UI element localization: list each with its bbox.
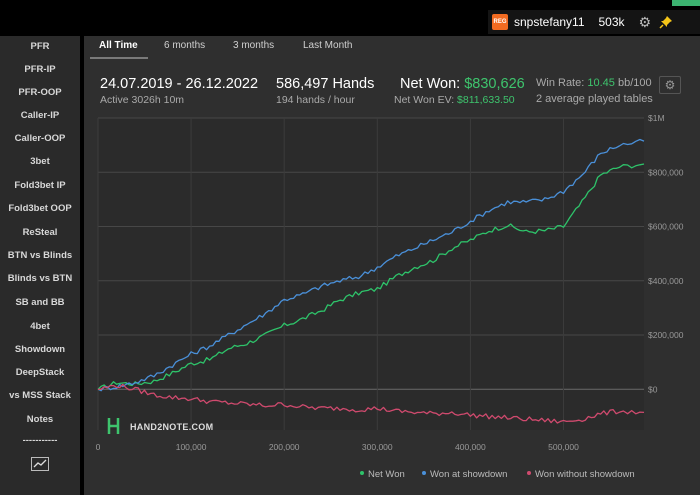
grid-lines [97, 117, 644, 430]
sidebar-item-showdown[interactable]: Showdown [14, 344, 66, 355]
series-line-won-at-showdown [97, 138, 645, 392]
hand2note-h-icon [107, 418, 120, 434]
active-tab-indicator [90, 57, 148, 59]
sidebar-divider: ----------- [22, 435, 58, 446]
balance: 503k [598, 15, 625, 29]
x-tick-label: 400,000 [455, 442, 486, 452]
legend-marker-won-without-showdown [527, 471, 531, 475]
win-rate: Win Rate: 10.45 bb/100 [536, 77, 652, 89]
room-logo-icon: REG [492, 14, 508, 30]
sidebar-item-fold3bet-oop[interactable]: Fold3bet OOP [8, 203, 72, 214]
series-line-net-won [97, 163, 645, 390]
legend-marker-won-at-showdown [422, 471, 426, 475]
x-tick-label: 300,000 [362, 442, 393, 452]
series-line-won-without-showdown [98, 383, 645, 424]
hand2note-logo: HAND2NOTE.COM [107, 418, 213, 434]
tab-3-months[interactable]: 3 months [233, 40, 275, 51]
sidebar-item-pfr-ip[interactable]: PFR-IP [24, 64, 56, 75]
chart-settings-gear-icon[interactable]: ⚙ [659, 76, 681, 94]
sidebar-item-fold3bet-ip[interactable]: Fold3bet IP [14, 180, 66, 191]
y-tick-label: $400,000 [648, 276, 684, 286]
sidebar-item-vs-mss-stack[interactable]: vs MSS Stack [9, 390, 71, 401]
chart-legend: Net Won Won at showdown Won without showdo… [360, 469, 635, 480]
net-won-ev: Net Won EV: $811,633.50 [394, 94, 515, 106]
window-edge-accent [672, 0, 700, 6]
sidebar-item-4bet[interactable]: 4bet [30, 321, 50, 332]
sidebar-item-3bet[interactable]: 3bet [30, 156, 50, 167]
y-tick-label: $1M [648, 113, 665, 123]
net-won-ev-label: Net Won EV: [394, 94, 455, 106]
username: snpstefany11 [514, 15, 585, 29]
y-axis-ticks: $1M $800,000 $600,000 $400,000 $200,000 $0 [648, 113, 684, 394]
sidebar-item-pfr[interactable]: PFR [30, 41, 50, 52]
x-tick-label: 200,000 [269, 442, 300, 452]
sidebar-item-pfr-oop[interactable]: PFR-OOP [18, 87, 62, 98]
series-lines [97, 138, 645, 424]
active-time: Active 3026h 10m [100, 94, 185, 106]
sidebar-item-btn-vs-blinds[interactable]: BTN vs Blinds [7, 250, 73, 261]
line-chart-icon[interactable] [31, 457, 49, 471]
hands-rate: 194 hands / hour [276, 94, 355, 106]
stats-sidebar: PFR PFR-IP PFR-OOP Caller-IP Caller-OOP … [0, 36, 80, 495]
y-tick-label: $600,000 [648, 222, 684, 232]
plot-area [98, 118, 644, 430]
legend-label-won-without-showdown: Won without showdown [535, 469, 635, 480]
net-won-ev-value: $811,633.50 [457, 94, 515, 106]
sidebar-item-caller-oop[interactable]: Caller-OOP [14, 133, 66, 144]
x-tick-label: 100,000 [176, 442, 207, 452]
hand2note-brand-text: HAND2NOTE.COM [130, 422, 213, 432]
x-axis-ticks: 0 100,000 200,000 300,000 400,000 500,000 [96, 442, 579, 452]
legend-marker-net-won [360, 471, 364, 475]
y-tick-label: $200,000 [648, 330, 684, 340]
net-won-value: $830,626 [464, 76, 525, 92]
win-rate-value: 10.45 [587, 77, 615, 89]
net-won-label: Net Won: [400, 76, 461, 92]
pin-icon[interactable] [659, 15, 673, 29]
y-tick-label: $0 [648, 384, 658, 394]
sidebar-item-resteal[interactable]: ReSteal [22, 227, 58, 238]
sidebar-item-caller-ip[interactable]: Caller-IP [20, 110, 60, 121]
average-tables: 2 average played tables [536, 93, 653, 105]
y-tick-label: $800,000 [648, 167, 684, 177]
top-bar: REG snpstefany11 503k ⚙ [0, 0, 700, 36]
legend-label-net-won: Net Won [368, 469, 405, 480]
tab-last-month[interactable]: Last Month [303, 40, 353, 51]
sidebar-item-notes[interactable]: Notes [26, 414, 54, 425]
x-tick-label: 500,000 [548, 442, 579, 452]
hands-count: 586,497 Hands [276, 76, 375, 92]
tab-6-months[interactable]: 6 months [164, 40, 206, 51]
gear-icon[interactable]: ⚙ [638, 13, 652, 30]
win-rate-label: Win Rate: [536, 77, 585, 89]
main-panel: All Time 6 months 3 months Last Month 24… [84, 36, 700, 495]
tab-all-time[interactable]: All Time [99, 40, 138, 51]
sidebar-item-deepstack[interactable]: DeepStack [15, 367, 65, 378]
x-tick-label: 0 [96, 442, 101, 452]
profit-chart: $1M $800,000 $600,000 $400,000 $200,000 $0 0 1… [96, 113, 684, 480]
date-range: 24.07.2019 - 26.12.2022 [100, 76, 259, 92]
legend-label-won-at-showdown: Won at showdown [430, 469, 507, 480]
sidebar-item-blinds-vs-btn[interactable]: Blinds vs BTN [7, 273, 73, 284]
net-won: Net Won: $830,626 [400, 76, 525, 92]
win-rate-unit: bb/100 [617, 77, 652, 89]
user-bar: REG snpstefany11 503k ⚙ [488, 10, 700, 34]
sidebar-item-sb-and-bb[interactable]: SB and BB [15, 297, 65, 308]
